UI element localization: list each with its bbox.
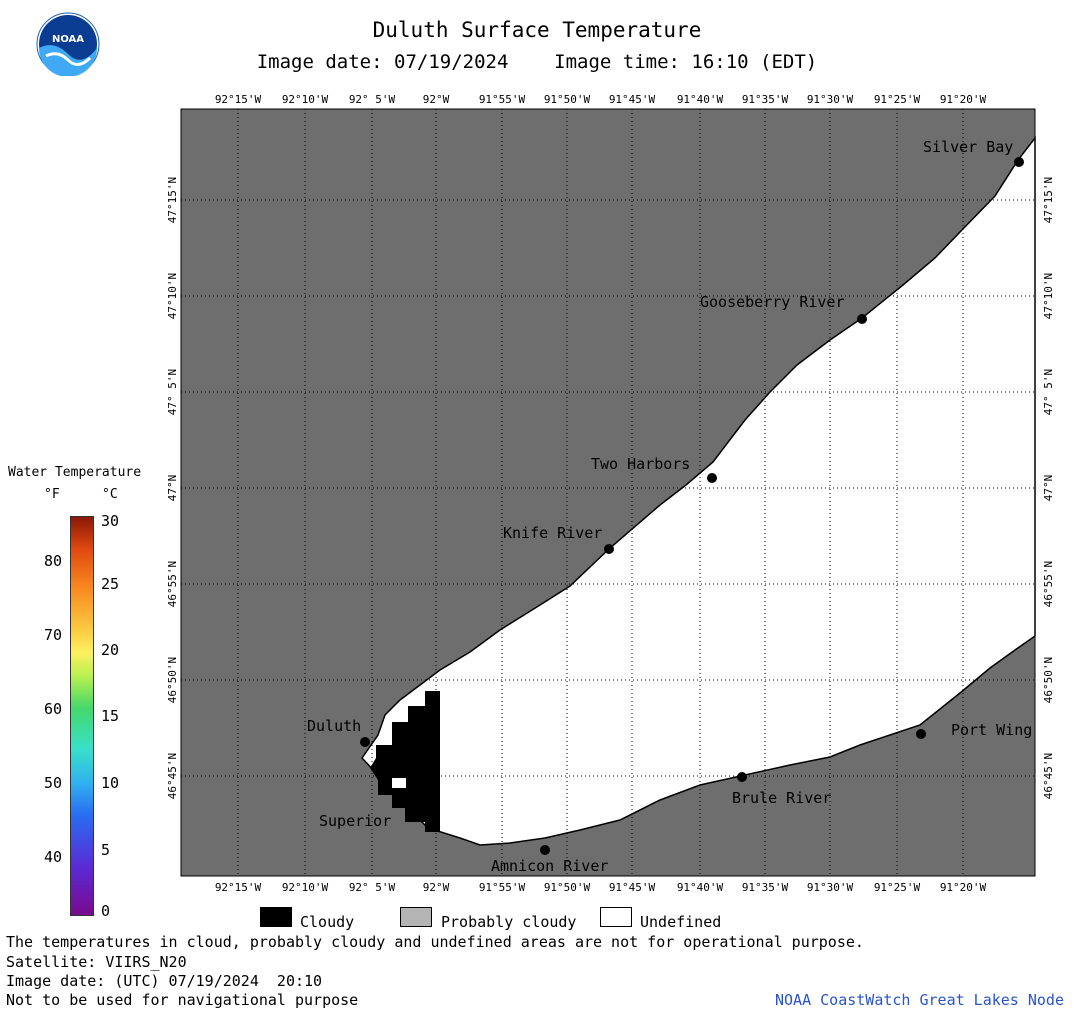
fahrenheit-tick: 50	[43, 774, 62, 792]
legend-cloudy-swatch	[260, 907, 292, 927]
legend-undefined-label: Undefined	[640, 913, 722, 931]
temperature-colorbar	[70, 516, 94, 916]
image-date-time: Image date: 07/19/2024 Image time: 16:10…	[256, 51, 818, 73]
lat-label-left: 47°10'N	[166, 273, 179, 319]
fahrenheit-tick: 60	[43, 700, 62, 718]
lon-labels-top: 92°15'W 92°10'W 92° 5'W 92°W 91°55'W 91°50'W 9…	[215, 93, 987, 106]
place-label: Duluth	[307, 717, 361, 735]
place-label: Two Harbors	[591, 455, 690, 473]
place-dot	[392, 795, 402, 805]
lat-label-left: 47°N	[166, 475, 179, 502]
lon-label-top: 91°50'W	[544, 93, 591, 106]
legend-cloudy-label: Cloudy	[300, 913, 355, 931]
place-label: Amnicon River	[491, 857, 608, 875]
lake-superior-water	[361, 135, 1036, 846]
lon-label-top: 92°W	[423, 93, 450, 106]
lat-labels-right: 47°15'N 47°10'N 47° 5'N 47°N 46°55'N 46°50'N 4…	[1042, 177, 1055, 799]
unit-celsius: °C	[102, 487, 118, 502]
lat-label-right: 47° 5'N	[1042, 369, 1055, 415]
footer-source-link[interactable]: NOAA CoastWatch Great Lakes Node	[775, 991, 1064, 1009]
lon-label-top: 91°25'W	[874, 93, 921, 106]
noaa-logo: NOAA	[36, 12, 100, 76]
lat-label-right: 46°50'N	[1042, 657, 1055, 703]
legend-probably-cloudy-label: Probably cloudy	[441, 913, 577, 931]
legend-undefined-swatch	[600, 907, 632, 927]
lat-label-left: 47°15'N	[166, 177, 179, 223]
place-dot	[540, 845, 550, 855]
map-frame	[180, 108, 1036, 877]
fahrenheit-tick: 40	[43, 848, 62, 866]
lon-label-bottom: 91°20'W	[940, 881, 987, 894]
lon-label-bottom: 91°45'W	[609, 881, 656, 894]
lon-label-top: 91°30'W	[807, 93, 854, 106]
lon-label-bottom: 91°30'W	[807, 881, 854, 894]
lon-label-top: 92°10'W	[282, 93, 329, 106]
lon-label-bottom: 91°55'W	[479, 881, 526, 894]
place-label: Knife River	[503, 524, 602, 542]
lon-label-bottom: 92°10'W	[282, 881, 329, 894]
lon-label-top: 91°40'W	[677, 93, 724, 106]
lon-label-top: 91°20'W	[940, 93, 987, 106]
label-clip	[1036, 715, 1074, 745]
footer-utc-date: Image date: (UTC) 07/19/2024 20:10	[6, 972, 323, 990]
noaa-logo-text: NOAA	[52, 34, 84, 45]
lat-label-left: 46°55'N	[166, 561, 179, 607]
lat-label-left: 46°50'N	[166, 657, 179, 703]
place-dot	[857, 314, 867, 324]
lat-label-right: 47°10'N	[1042, 273, 1055, 319]
celsius-tick: 30	[101, 512, 120, 530]
unit-fahrenheit: °F	[44, 487, 60, 502]
footer-satellite: Satellite: VIIRS_N20	[6, 953, 187, 971]
place-label: Superior	[319, 812, 391, 830]
celsius-tick: 20	[101, 641, 120, 659]
fahrenheit-tick: 70	[43, 626, 62, 644]
legend-probably-cloudy-swatch	[400, 907, 432, 927]
celsius-tick: 25	[101, 575, 120, 593]
lon-label-bottom: 91°35'W	[742, 881, 789, 894]
lon-label-bottom: 91°25'W	[874, 881, 921, 894]
place-dot	[360, 737, 370, 747]
place-dot	[916, 729, 926, 739]
place-dot	[1014, 157, 1024, 167]
lon-label-bottom: 91°50'W	[544, 881, 591, 894]
lon-label-bottom: 92°W	[423, 881, 450, 894]
lat-label-left: 46°45'N	[166, 753, 179, 799]
place-label: Gooseberry River	[700, 293, 845, 311]
lat-label-right: 46°45'N	[1042, 753, 1055, 799]
footer-disclaimer: The temperatures in cloud, probably clou…	[6, 933, 864, 951]
fahrenheit-tick: 80	[43, 552, 62, 570]
celsius-tick: 0	[101, 902, 111, 920]
lat-labels-left: 47°15'N 47°10'N 47° 5'N 47°N 46°55'N 46°50'N 4…	[166, 177, 179, 799]
lon-label-bottom: 92°15'W	[215, 881, 262, 894]
place-label: Brule River	[732, 789, 831, 807]
place-markers: Silver Bay Gooseberry River Two Harbors Kni…	[307, 138, 1074, 875]
place-dot	[707, 473, 717, 483]
lat-label-right: 46°55'N	[1042, 561, 1055, 607]
footer-nav-warning: Not to be used for navigational purpose	[6, 991, 359, 1009]
cloud-gap	[392, 778, 406, 788]
legend-title: Water Temperature	[8, 465, 142, 480]
lon-label-top: 91°45'W	[609, 93, 656, 106]
lon-label-bottom: 91°40'W	[677, 881, 724, 894]
lat-label-left: 47° 5'N	[166, 369, 179, 415]
page-title: Duluth Surface Temperature	[372, 18, 702, 42]
celsius-tick: 10	[101, 774, 120, 792]
place-label: Port Wing	[951, 721, 1032, 739]
place-label: Silver Bay	[923, 138, 1013, 156]
cloud-area	[370, 691, 440, 832]
lon-label-top: 91°55'W	[479, 93, 526, 106]
celsius-tick: 15	[101, 707, 120, 725]
lat-label-right: 47°N	[1042, 475, 1055, 502]
lon-label-top: 91°35'W	[742, 93, 789, 106]
lon-label-top: 92° 5'W	[349, 93, 396, 106]
celsius-tick: 5	[101, 841, 111, 859]
lat-label-right: 47°15'N	[1042, 177, 1055, 223]
lon-label-top: 92°15'W	[215, 93, 262, 106]
place-dot	[604, 544, 614, 554]
place-dot	[737, 772, 747, 782]
lon-labels-bottom: 92°15'W 92°10'W 92° 5'W 92°W 91°55'W 91°50'W 9…	[215, 881, 987, 894]
lon-label-bottom: 92° 5'W	[349, 881, 396, 894]
